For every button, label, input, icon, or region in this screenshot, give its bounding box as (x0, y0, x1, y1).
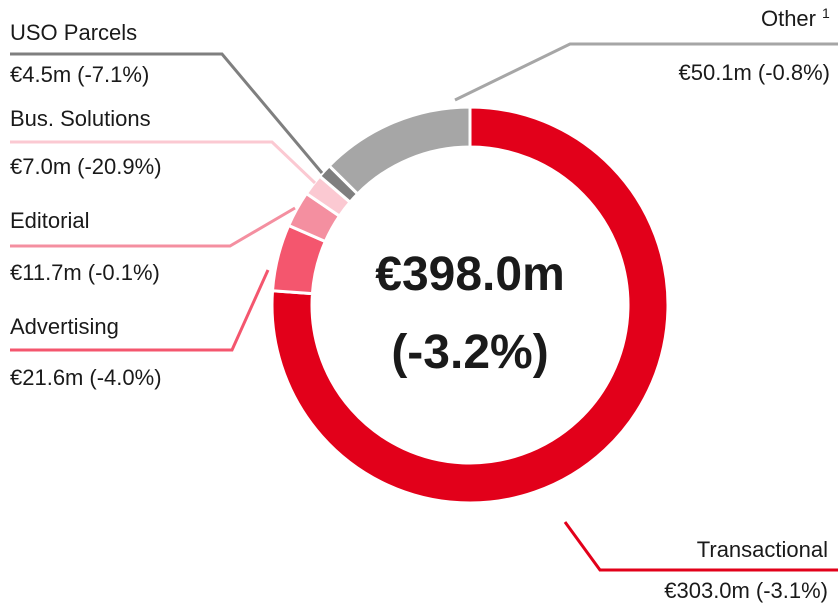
leader-line (10, 206, 296, 248)
slice-label: Bus. Solutions (10, 106, 151, 131)
footnote-mark: 1 (822, 5, 830, 21)
slice-name: Bus. Solutions (10, 106, 151, 131)
value-change: (-4.0%) (89, 365, 161, 390)
value-label: €303.0m (-3.1%) (664, 578, 828, 603)
value-change: (-20.9%) (77, 154, 161, 179)
leader-line (10, 52, 324, 174)
value-label: €7.0m (-20.9%) (10, 154, 162, 179)
slice-label: Other (761, 6, 816, 31)
value-change: (-3.1%) (756, 578, 828, 603)
value-amount: €21.6m (10, 365, 83, 390)
value-change: (-0.1%) (88, 260, 160, 285)
slice-name: USO Parcels (10, 20, 137, 45)
slice-label: Transactional (697, 537, 828, 562)
slice-label: Advertising (10, 314, 119, 339)
value-amount: €7.0m (10, 154, 71, 179)
value-label: €11.7m (-0.1%) (10, 260, 160, 285)
leader-line (454, 42, 838, 102)
center-label: €398.0m (375, 248, 565, 301)
slice-name: Editorial (10, 208, 89, 233)
slice-name: Other (761, 6, 816, 31)
leader-line (10, 140, 317, 185)
value-label: €4.5m (-7.1%) (10, 62, 149, 87)
value-amount: €50.1m (678, 60, 751, 85)
donut-slice (327, 105, 472, 197)
leader-line (563, 521, 838, 572)
value-amount: €4.5m (10, 62, 71, 87)
value-label: €21.6m (-4.0%) (10, 365, 162, 390)
slice-label: USO Parcels (10, 20, 137, 45)
donut-slice (270, 105, 670, 505)
slice-name: Advertising (10, 314, 119, 339)
slice-label: Editorial (10, 208, 89, 233)
value-amount: €303.0m (664, 578, 750, 603)
value-amount: €11.7m (10, 260, 82, 285)
center-sublabel: (-3.2%) (391, 326, 548, 379)
value-change: (-7.1%) (77, 62, 149, 87)
leader-line (10, 269, 270, 352)
slice-name: Transactional (697, 537, 828, 562)
value-change: (-0.8%) (758, 60, 830, 85)
value-label: €50.1m (-0.8%) (678, 60, 830, 85)
